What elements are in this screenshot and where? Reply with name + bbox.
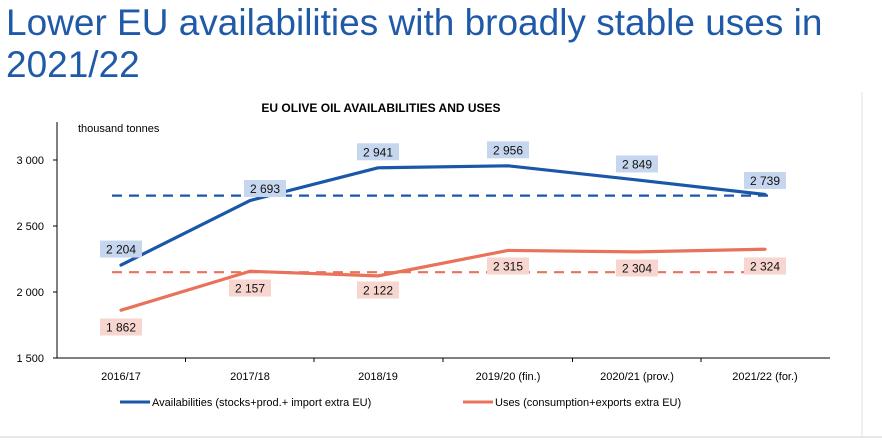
x-tick-label: 2018/19 xyxy=(358,371,398,383)
uses-legend-label: Uses (consumption+exports extra EU) xyxy=(495,397,681,409)
y-axis-label: thousand tonnes xyxy=(78,123,160,135)
uses-data-label: 2 122 xyxy=(363,284,393,298)
availabilities-label-bg xyxy=(487,141,529,159)
uses-data-label: 2 157 xyxy=(235,282,265,296)
availabilities-label-bg xyxy=(357,143,399,161)
availabilities-data-label: 2 204 xyxy=(106,243,136,257)
uses-data-label: 2 324 xyxy=(750,260,780,274)
uses-label-bg xyxy=(616,259,658,277)
y-tick-label: 3 000 xyxy=(16,155,44,167)
slide-title: Lower EU availabilities with broadly sta… xyxy=(6,2,823,85)
uses-label-bg xyxy=(100,318,142,336)
availabilities-data-label: 2 956 xyxy=(493,143,523,157)
y-tick-label: 2 000 xyxy=(16,287,44,299)
availabilities-label-bg xyxy=(744,171,786,189)
uses-label-bg xyxy=(744,257,786,275)
availabilities-line xyxy=(119,164,767,267)
x-tick-label: 2021/22 (for.) xyxy=(732,371,797,383)
availabilities-label-bg xyxy=(244,180,286,198)
availabilities-data-label: 2 693 xyxy=(250,182,280,196)
chart-title: EU OLIVE OIL AVAILABILITIES AND USES xyxy=(261,101,500,115)
uses-label-bg xyxy=(487,257,529,275)
x-tick-label: 2017/18 xyxy=(230,371,270,383)
x-tick-label: 2020/21 (prov.) xyxy=(600,371,674,383)
availabilities-legend-label: Availabilities (stocks+prod.+ import ext… xyxy=(152,397,371,409)
uses-data-label: 2 304 xyxy=(622,262,652,276)
availabilities-data-label: 2 849 xyxy=(622,157,652,171)
uses-data-label: 1 862 xyxy=(106,321,136,335)
uses-data-label: 2 315 xyxy=(493,260,523,274)
availabilities-label-bg xyxy=(616,155,658,173)
availabilities-data-label: 2 941 xyxy=(363,145,393,159)
uses-line xyxy=(119,247,767,312)
availabilities-label-bg xyxy=(100,240,142,258)
y-tick-label: 2 500 xyxy=(16,221,44,233)
availabilities-data-label: 2 739 xyxy=(750,174,780,188)
y-tick-label: 1 500 xyxy=(16,353,44,365)
x-tick-label: 2019/20 (fin.) xyxy=(476,371,541,383)
uses-label-bg xyxy=(357,281,399,299)
uses-label-bg xyxy=(229,279,271,297)
x-tick-label: 2016/17 xyxy=(101,371,141,383)
